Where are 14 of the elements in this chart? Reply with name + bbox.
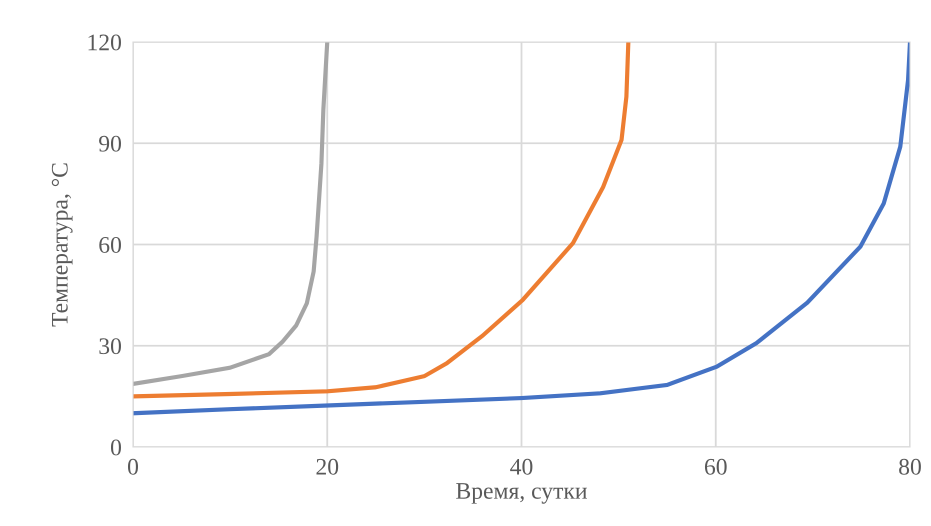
y-tick-label: 90 [99,136,121,152]
y-axis-title: Температура, °C [52,163,73,326]
x-axis-title: Время, сутки [456,483,587,504]
y-tick-label: 120 [88,34,121,50]
y-tick-label: 30 [99,338,121,354]
line-series [133,42,330,386]
y-tick-label: 0 [110,439,121,456]
x-tick-label: 40 [510,458,532,475]
line-series [133,42,630,398]
x-tick-label: 60 [704,458,727,475]
x-tick-label: 80 [899,458,921,475]
x-tick-label: 20 [316,458,338,475]
y-tick-label: 60 [99,236,121,253]
x-tick-label: 0 [128,458,138,475]
